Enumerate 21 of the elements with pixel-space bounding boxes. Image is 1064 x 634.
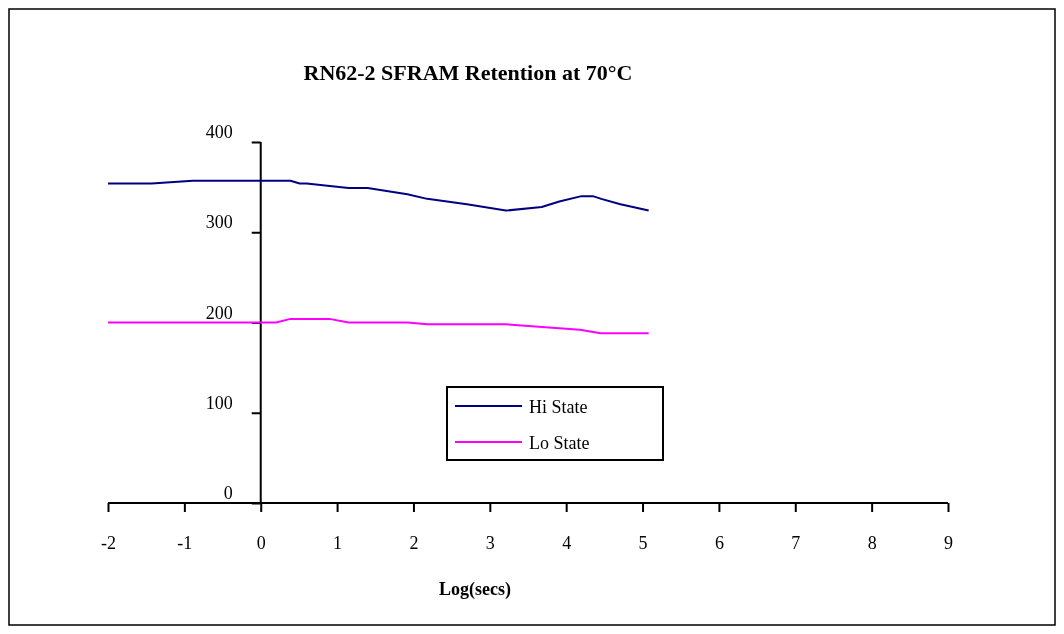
x-tick-label: 0	[256, 532, 266, 553]
y-tick-label: 200	[205, 302, 233, 323]
y-tick-label: 400	[205, 122, 233, 142]
y-tick-label: 100	[205, 392, 233, 413]
y-tick-label: 300	[205, 212, 233, 233]
y-tick-label: 0	[223, 483, 233, 503]
x-axis-title: Log(secs)	[439, 579, 511, 600]
x-tick-label: 7	[791, 532, 801, 553]
x-tick-label: -2	[101, 532, 116, 553]
x-tick-label: 3	[485, 532, 495, 553]
x-tick-label: -1	[177, 532, 193, 553]
legend-label: Lo State	[529, 433, 590, 453]
chart-title: RN62-2 SFRAM Retention at 70°C	[303, 60, 633, 85]
x-tick-label: 5	[638, 532, 648, 553]
x-tick-label: 9	[944, 532, 953, 553]
x-tick-label: 1	[333, 532, 343, 553]
x-tick-label: 2	[409, 532, 419, 553]
x-tick-label: 6	[714, 532, 724, 553]
x-tick-label: 4	[562, 532, 572, 553]
legend-label: Hi State	[529, 397, 588, 417]
x-tick-label: 8	[867, 532, 877, 553]
